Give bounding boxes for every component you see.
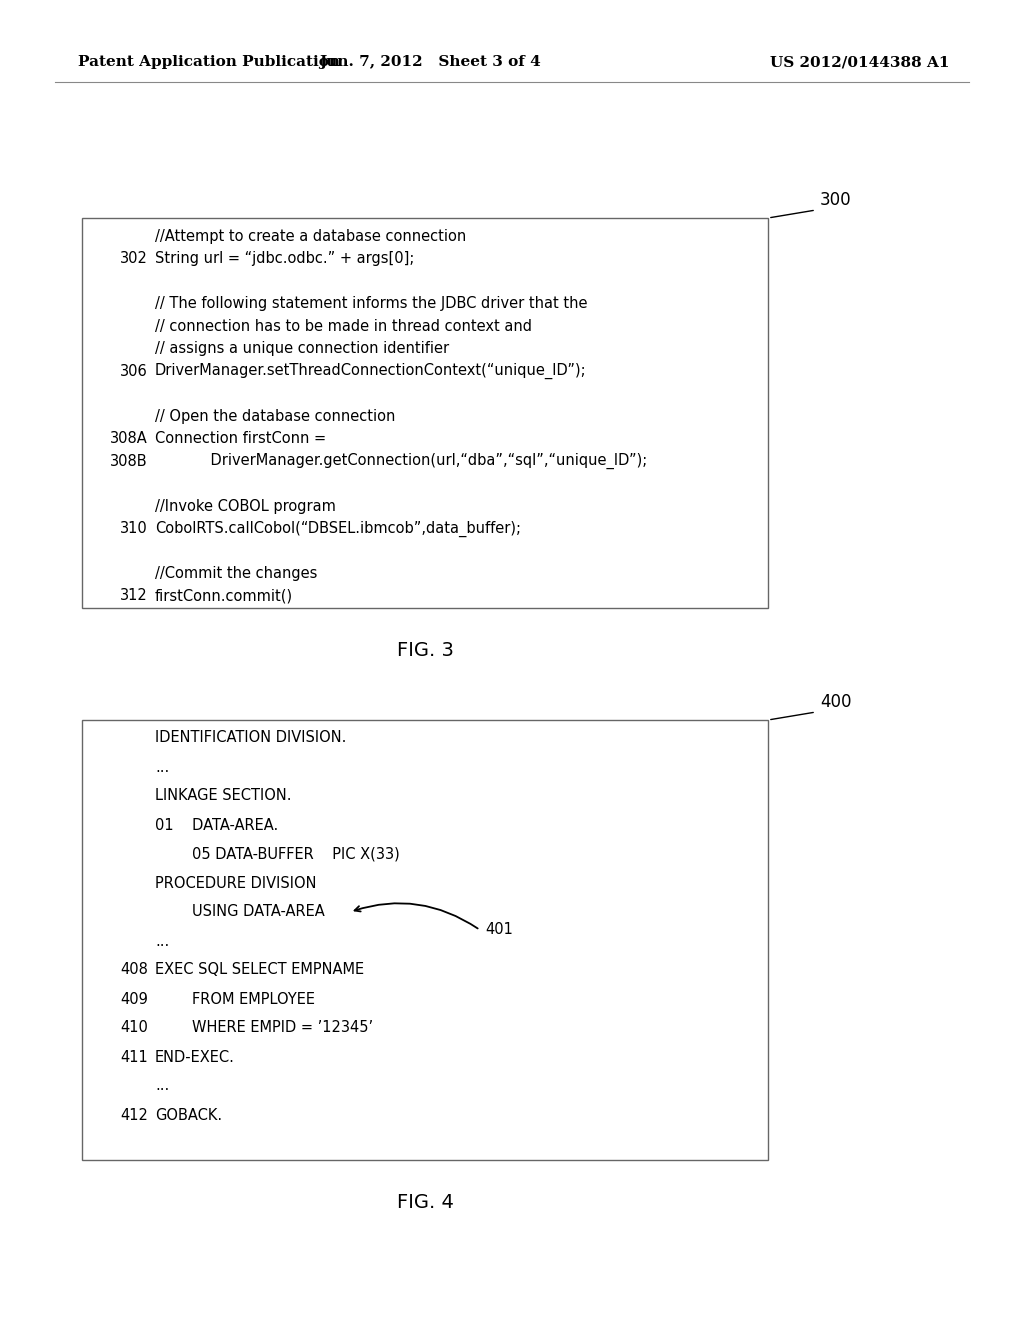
Text: // assigns a unique connection identifier: // assigns a unique connection identifie… <box>155 341 450 356</box>
Text: // Open the database connection: // Open the database connection <box>155 408 395 424</box>
Text: 306: 306 <box>120 363 148 379</box>
Text: Jun. 7, 2012   Sheet 3 of 4: Jun. 7, 2012 Sheet 3 of 4 <box>319 55 541 69</box>
Text: GOBACK.: GOBACK. <box>155 1107 222 1122</box>
Text: Patent Application Publication: Patent Application Publication <box>78 55 340 69</box>
Text: // connection has to be made in thread context and: // connection has to be made in thread c… <box>155 318 532 334</box>
Bar <box>82 719 768 1160</box>
Text: 400: 400 <box>820 693 852 711</box>
Text: firstConn.commit(): firstConn.commit() <box>155 589 293 603</box>
Text: USING DATA-AREA: USING DATA-AREA <box>155 904 325 920</box>
Text: ...: ... <box>155 1078 169 1093</box>
Text: END-EXEC.: END-EXEC. <box>155 1049 234 1064</box>
Text: DriverManager.setThreadConnectionContext(“unique_ID”);: DriverManager.setThreadConnectionContext… <box>155 363 587 379</box>
Text: ...: ... <box>155 933 169 949</box>
Text: ...: ... <box>155 759 169 775</box>
Text: FROM EMPLOYEE: FROM EMPLOYEE <box>155 991 315 1006</box>
Text: 308A: 308A <box>111 432 148 446</box>
Text: Connection firstConn =: Connection firstConn = <box>155 432 326 446</box>
Text: 308B: 308B <box>111 454 148 469</box>
Text: FIG. 3: FIG. 3 <box>396 640 454 660</box>
Text: IDENTIFICATION DIVISION.: IDENTIFICATION DIVISION. <box>155 730 346 746</box>
Text: //Commit the changes: //Commit the changes <box>155 566 317 581</box>
Text: US 2012/0144388 A1: US 2012/0144388 A1 <box>770 55 950 69</box>
Text: 01    DATA-AREA.: 01 DATA-AREA. <box>155 817 279 833</box>
Text: CobolRTS.callCobol(“DBSEL.ibmcob”,data_buffer);: CobolRTS.callCobol(“DBSEL.ibmcob”,data_b… <box>155 520 521 537</box>
Text: 312: 312 <box>120 589 148 603</box>
Text: // The following statement informs the JDBC driver that the: // The following statement informs the J… <box>155 296 588 312</box>
Text: 300: 300 <box>820 191 852 209</box>
Text: 05 DATA-BUFFER    PIC X(33): 05 DATA-BUFFER PIC X(33) <box>155 846 399 862</box>
Text: 410: 410 <box>120 1020 148 1035</box>
Text: LINKAGE SECTION.: LINKAGE SECTION. <box>155 788 292 804</box>
Text: 412: 412 <box>120 1107 148 1122</box>
Text: DriverManager.getConnection(url,“dba”,“sql”,“unique_ID”);: DriverManager.getConnection(url,“dba”,“s… <box>155 453 647 469</box>
Text: 408: 408 <box>120 962 148 978</box>
Text: FIG. 4: FIG. 4 <box>396 1192 454 1212</box>
Text: 401: 401 <box>485 923 513 937</box>
Text: 310: 310 <box>120 521 148 536</box>
Text: 409: 409 <box>120 991 148 1006</box>
Text: String url = “jdbc.odbc.” + args[0];: String url = “jdbc.odbc.” + args[0]; <box>155 251 415 267</box>
Text: WHERE EMPID = ’12345’: WHERE EMPID = ’12345’ <box>155 1020 373 1035</box>
Text: EXEC SQL SELECT EMPNAME: EXEC SQL SELECT EMPNAME <box>155 962 365 978</box>
Bar <box>82 218 768 609</box>
Text: //Attempt to create a database connection: //Attempt to create a database connectio… <box>155 228 466 243</box>
Text: //Invoke COBOL program: //Invoke COBOL program <box>155 499 336 513</box>
Text: PROCEDURE DIVISION: PROCEDURE DIVISION <box>155 875 316 891</box>
Text: 302: 302 <box>120 251 148 267</box>
Text: 411: 411 <box>120 1049 148 1064</box>
